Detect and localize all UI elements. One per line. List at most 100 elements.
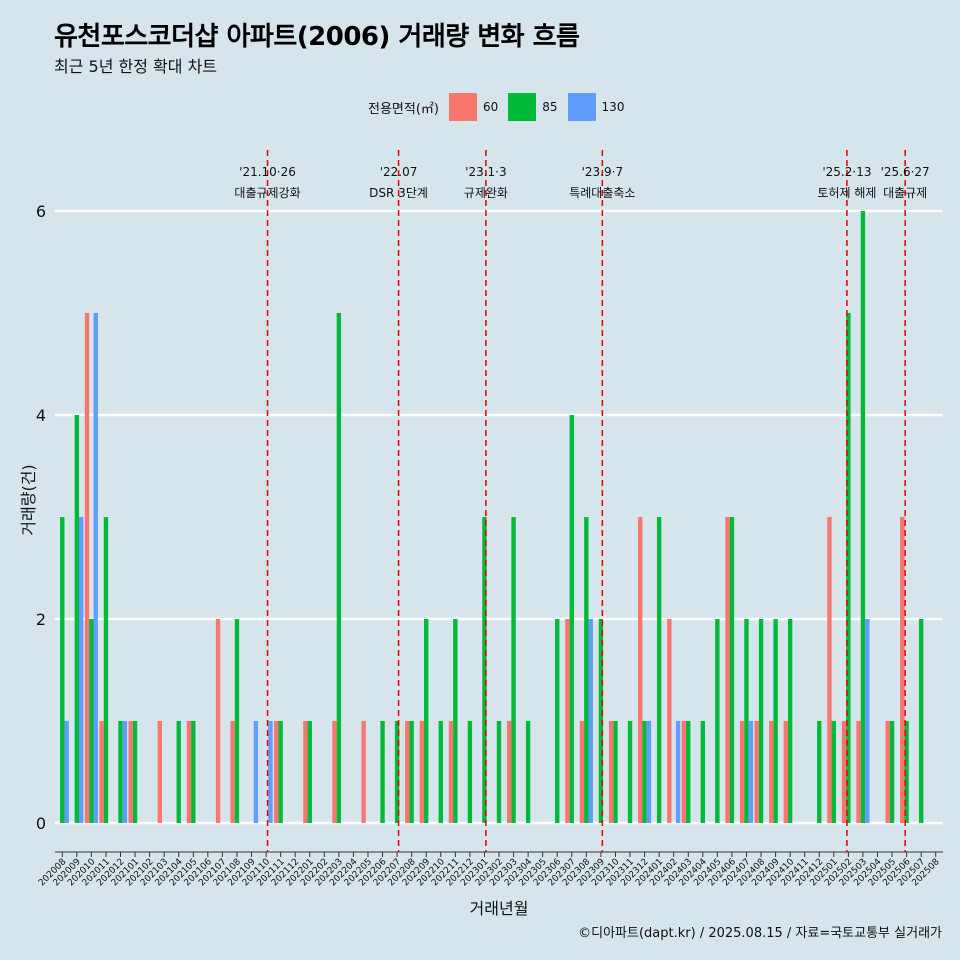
bar-85-202312: [642, 721, 647, 823]
bar-130-202009: [79, 517, 84, 823]
bar-85-202311: [627, 721, 633, 823]
bar-85-202211: [453, 619, 458, 823]
event-date-label: '21.10·26: [239, 165, 296, 179]
bar-60-202310: [608, 721, 614, 823]
bar-85-202010: [89, 619, 94, 823]
bar-60-202111: [274, 721, 279, 823]
bar-60-202201: [303, 721, 308, 823]
bar-60-202502: [841, 721, 847, 823]
event-name-label: 특례대출축소: [569, 186, 635, 200]
bar-85-202301: [482, 517, 487, 823]
bar-60-202011: [99, 721, 104, 823]
bar-130-202012: [122, 721, 128, 823]
bar-85-202104: [176, 721, 181, 823]
legend-swatch-130: [567, 93, 596, 121]
bar-60-202303: [507, 721, 512, 823]
bar-85-202203: [336, 313, 342, 823]
bar-85-202503: [860, 211, 866, 823]
bar-60-202406: [725, 517, 730, 823]
bar-60-202108: [230, 721, 235, 823]
bar-130-202503: [865, 619, 870, 823]
bar-85-202306: [555, 619, 560, 823]
y-tick-label: 2: [36, 610, 46, 629]
bar-85-202404: [700, 721, 705, 823]
bar-85-202111: [278, 721, 283, 823]
bar-60-202501: [827, 517, 832, 823]
legend-label-85: 85: [542, 100, 558, 114]
bar-85-202012: [118, 721, 123, 823]
bar-130-202407: [748, 721, 754, 823]
bar-60-202505: [885, 721, 890, 823]
bar-60-202503: [856, 721, 861, 823]
bar-130-202308: [588, 619, 593, 823]
bar-85-202502: [846, 313, 851, 823]
bar-60-202403: [681, 721, 687, 823]
bar-85-202302: [496, 721, 502, 823]
bar-85-202401: [656, 517, 662, 823]
bar-130-202312: [646, 721, 652, 823]
bar-60-202101: [128, 721, 133, 823]
bar-60-202105: [186, 721, 192, 823]
bar-85-202105: [191, 721, 196, 823]
bar-85-202208: [409, 721, 414, 823]
legend-title: 전용면적(㎡): [368, 101, 439, 117]
event-name-label: 규제완화: [464, 186, 508, 200]
bar-85-202209: [424, 619, 429, 823]
event-date-label: '22.07: [380, 165, 418, 179]
event-date-label: '23.9·7: [582, 165, 623, 179]
legend-swatch-60: [448, 93, 477, 121]
bar-85-202309: [598, 619, 604, 823]
bar-60-202203: [332, 721, 337, 823]
bar-85-202405: [715, 619, 720, 823]
bar-85-202507: [918, 619, 924, 823]
bar-85-202408: [758, 619, 764, 823]
bar-85-202011: [103, 517, 109, 823]
bar-60-202506: [900, 517, 905, 823]
bar-85-202304: [525, 721, 531, 823]
bar-85-202410: [787, 619, 793, 823]
event-name-label: 대출규제: [883, 186, 927, 200]
x-axis-title: 거래년월: [470, 899, 529, 918]
legend-swatch-85: [508, 93, 537, 121]
source-caption: ©디아파트(dapt.kr) / 2025.08.15 / 자료=국토교통부 실…: [578, 926, 942, 941]
legend-item-60: 60: [448, 93, 499, 121]
bar-85-202506: [904, 721, 909, 823]
legend-item-85: 85: [508, 93, 558, 121]
event-name-label: 토허제 해제: [817, 186, 876, 200]
bar-85-202501: [831, 721, 837, 823]
bar-130-202110: [268, 721, 273, 823]
y-tick-label: 0: [36, 814, 46, 833]
chart-subtitle: 최근 5년 한정 확대 차트: [54, 57, 218, 76]
bar-60-202103: [157, 721, 162, 823]
bar-130-202008: [64, 721, 69, 823]
bar-60-202402: [667, 619, 672, 823]
legend-label-60: 60: [482, 100, 499, 114]
bar-60-202205: [361, 721, 366, 823]
legend-item-130: 130: [567, 93, 625, 121]
bar-85-202407: [744, 619, 749, 823]
event-name-label: 대출규제강화: [234, 186, 300, 200]
y-tick-label: 6: [36, 202, 46, 221]
bar-60-202312: [638, 517, 643, 823]
bar-85-202108: [234, 619, 240, 823]
bar-60-202410: [783, 721, 788, 823]
y-tick-label: 4: [36, 406, 46, 425]
bar-85-202206: [380, 721, 385, 823]
bar-60-202211: [448, 721, 454, 823]
event-date-label: '25.2·13: [822, 165, 871, 179]
bar-85-202406: [729, 517, 735, 823]
legend-label-130: 130: [601, 100, 625, 114]
event-date-label: '23.1·3: [465, 165, 506, 179]
bar-85-202201: [307, 721, 312, 823]
bar-60-202010: [84, 313, 90, 823]
bar-60-202308: [579, 721, 585, 823]
legend: 전용면적(㎡) 60 85 130: [368, 93, 634, 121]
bar-85-202310: [613, 721, 618, 823]
bar-60-202209: [419, 721, 425, 823]
bar-130-202010: [93, 313, 98, 823]
bar-85-202101: [132, 721, 138, 823]
bar-85-202308: [584, 517, 589, 823]
bar-85-202412: [817, 721, 822, 823]
